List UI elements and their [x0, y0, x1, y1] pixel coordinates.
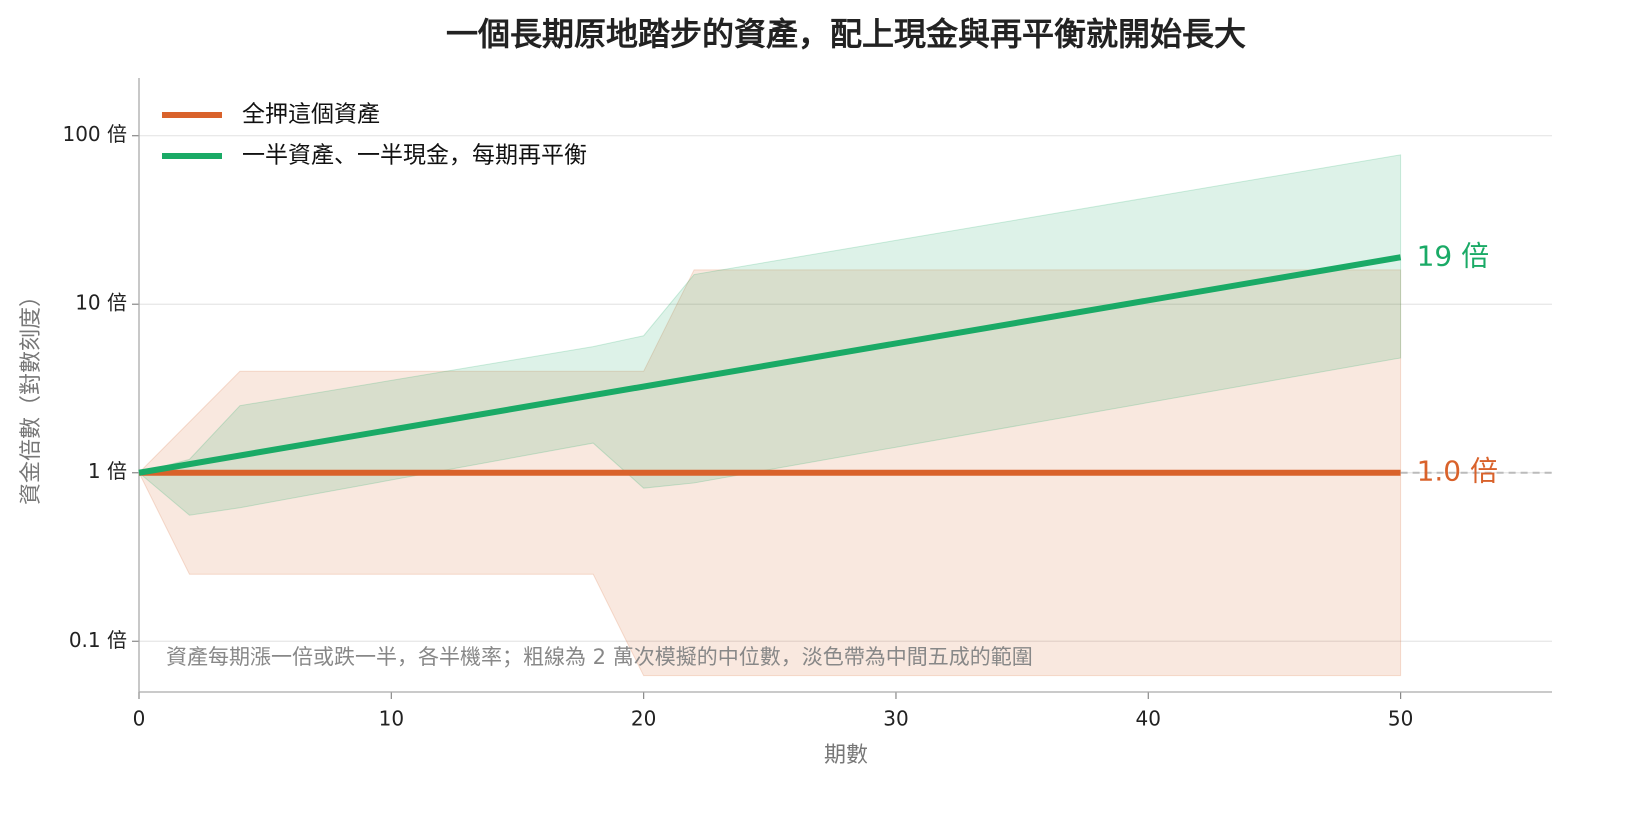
chart-title: 一個長期原地踏步的資產，配上現金與再平衡就開始長大 — [446, 15, 1246, 53]
y-tick-label: 10 倍 — [75, 291, 127, 315]
y-tick-label: 100 倍 — [62, 122, 127, 146]
x-tick-label: 20 — [631, 707, 656, 731]
x-tick-label: 40 — [1136, 707, 1161, 731]
band — [137, 154, 1402, 516]
note: 資產每期漲一倍或跌一半，各半機率；粗線為 2 萬次模擬的中位數，淡色帶為中間五成… — [166, 645, 1033, 669]
end-label: 19 倍 — [1417, 239, 1490, 272]
y-tick-label: 1 倍 — [88, 459, 127, 483]
x-tick-label: 10 — [379, 707, 404, 731]
x-tick-label: 50 — [1388, 707, 1413, 731]
x-axis-label: 期數 — [824, 743, 868, 768]
y-axis-label: 資金倍數（對數刻度） — [19, 285, 44, 505]
legend-label: 一半資產、一半現金，每期再平衡 — [242, 143, 587, 169]
x-tick-label: 0 — [133, 707, 146, 731]
end-label: 1.0 倍 — [1417, 455, 1498, 488]
y-tick-label: 0.1 倍 — [69, 628, 127, 652]
legend-label: 全押這個資產 — [242, 102, 380, 128]
line — [138, 254, 1402, 476]
x-tick-label: 30 — [883, 707, 908, 731]
